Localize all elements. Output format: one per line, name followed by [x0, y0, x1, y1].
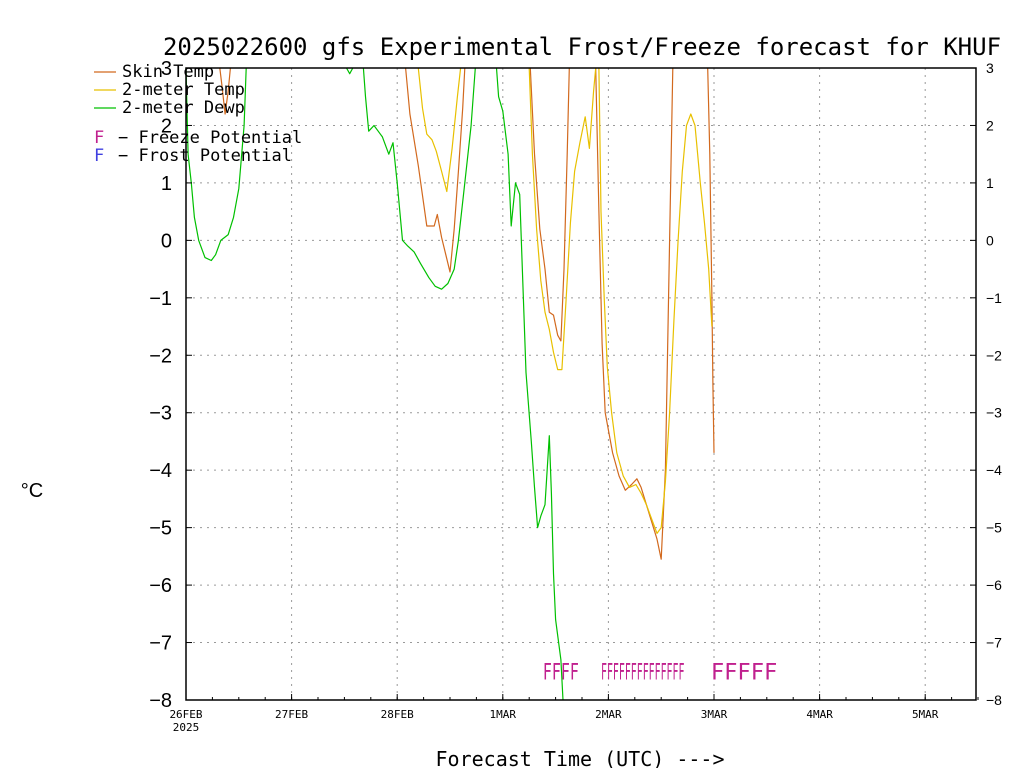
series-line-skin-temp: [707, 67, 715, 453]
x-axis-label: Forecast Time (UTC) --->: [436, 747, 725, 768]
y-tick-label-left: −1: [149, 288, 172, 310]
grid: [186, 68, 976, 700]
plot-frame: [185, 67, 977, 701]
y-tick-label-right: 2: [986, 117, 994, 133]
freeze-potential-marker: FFFFF: [711, 660, 778, 685]
legend-label: Skin Temp: [122, 62, 214, 82]
y-tick-label-right: −1: [986, 290, 1002, 306]
x-tick-label: 5MAR: [912, 708, 939, 721]
x-tick-label: 3MAR: [701, 708, 728, 721]
series-line-2-meter-dewp: [345, 67, 354, 75]
y-tick-label-left: −3: [149, 403, 172, 425]
y-tick-label-left: 2: [161, 115, 172, 137]
series-line-2-meter-dewp: [362, 67, 476, 290]
y-tick-label-right: 3: [986, 60, 994, 76]
series-line-skin-temp: [219, 67, 231, 115]
y-tick-label-left: 3: [161, 58, 172, 80]
legend-label: 2-meter Dewp: [122, 98, 245, 118]
x-tick-label: 27FEB: [275, 708, 308, 721]
series-line-skin-temp: [595, 67, 674, 560]
y-tick-label-right: −7: [986, 635, 1002, 651]
y-tick-label-right: 0: [986, 232, 994, 248]
y-tick-label-right: −3: [986, 405, 1002, 421]
series-lines: [185, 67, 715, 701]
y-tick-label-right: −8: [986, 692, 1002, 708]
x-tick-sublabel: 2025: [173, 721, 200, 734]
y-tick-label-right: −5: [986, 520, 1002, 536]
y-tick-label-right: −6: [986, 577, 1002, 593]
y-tick-label-right: −2: [986, 347, 1002, 363]
y-tick-label-right: −4: [986, 462, 1002, 478]
chart-title: 2025022600 gfs Experimental Frost/Freeze…: [163, 33, 1001, 61]
x-tick-label: 2MAR: [595, 708, 622, 721]
axes: 3 3 2 2 1 1 0 0 −1 −1 −2 −2 −3 −3 −4 −4 −5 −5 −6 −6 −7 −7 −8 −8…: [149, 58, 1002, 734]
series-line-2-meter-temp: [528, 67, 597, 371]
x-tick-label: 26FEB: [169, 708, 202, 721]
x-tick-label: 4MAR: [806, 708, 833, 721]
y-tick-label-left: −4: [149, 460, 172, 482]
freeze-potential-marker: FFFF: [543, 660, 579, 685]
freeze-potential-marker: FFFFFFFFFFFFFF: [601, 660, 684, 685]
series-line-skin-temp: [529, 67, 570, 342]
y-tick-label-left: −2: [149, 345, 172, 367]
series-line-2-meter-temp: [417, 67, 462, 193]
series-line-2-meter-temp: [598, 67, 713, 535]
y-tick-label-left: −8: [149, 690, 172, 712]
y-tick-label-left: −7: [149, 633, 172, 655]
legend-label: 2-meter Temp: [122, 80, 245, 100]
y-tick-label-left: 1: [161, 173, 172, 195]
legend-symbol: F: [94, 128, 104, 148]
series-line-2-meter-dewp: [495, 67, 564, 701]
legend-symbol-label: − Frost Potential: [118, 146, 292, 166]
y-tick-label-left: −6: [149, 575, 172, 597]
y-tick-label-left: −5: [149, 518, 172, 540]
x-tick-label: 1MAR: [490, 708, 517, 721]
series-line-2-meter-dewp: [185, 67, 247, 262]
freeze-markers: FFFF FFFFFFFFFFFFFF FFFFF: [543, 660, 777, 685]
y-tick-label-left: 0: [161, 230, 172, 252]
series-line-skin-temp: [405, 67, 466, 273]
y-axis-label: °C: [21, 480, 43, 502]
legend-symbol-label: − Freeze Potential: [118, 128, 302, 148]
y-tick-label-right: 1: [986, 175, 994, 191]
legend-symbol: F: [94, 146, 104, 166]
x-tick-label: 28FEB: [381, 708, 414, 721]
